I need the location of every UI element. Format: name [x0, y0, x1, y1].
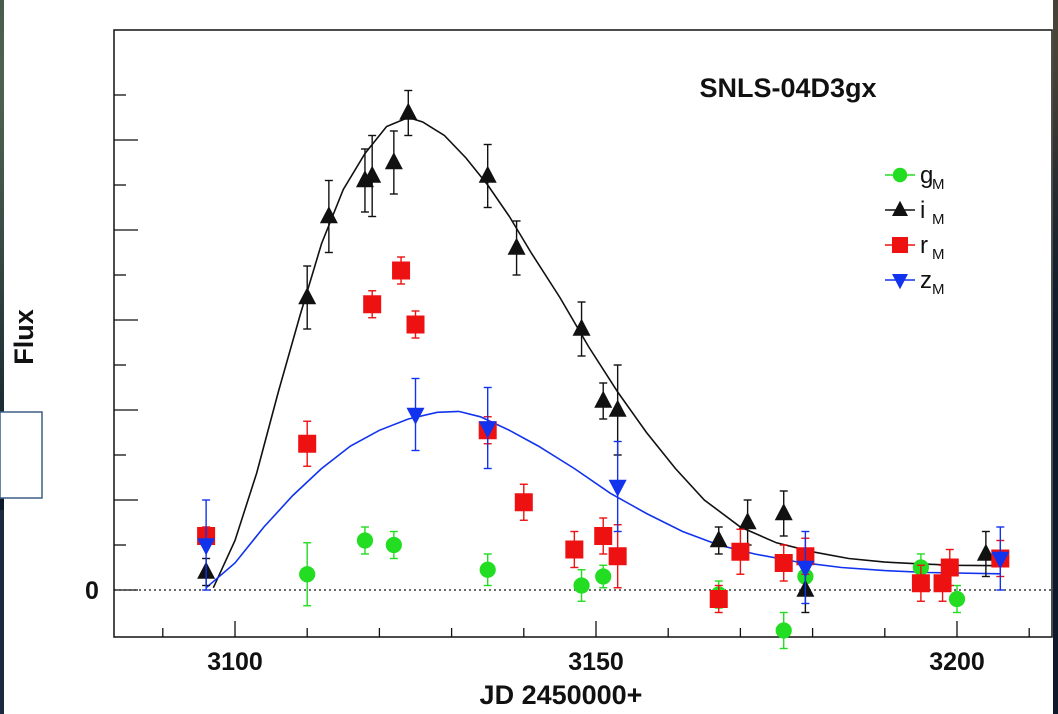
legend-label: z [920, 267, 932, 294]
data-point-i [355, 170, 374, 188]
x-axis-label: JD 2450000+ [480, 680, 643, 710]
data-point-g [479, 561, 496, 578]
data-point-z [991, 551, 1010, 569]
fit-curve [212, 116, 1001, 589]
data-point-r [363, 295, 382, 314]
data-point-i [319, 206, 338, 224]
data-point-r [731, 542, 750, 561]
data-point-r [911, 574, 930, 593]
data-point-r [933, 574, 952, 593]
legend-subscript: M [932, 211, 945, 228]
data-point-g [299, 566, 316, 583]
x-tick-label: 3100 [207, 648, 263, 676]
data-point-i [976, 543, 995, 561]
data-point-g [356, 532, 374, 549]
legend-label: r [920, 232, 928, 259]
data-point-z [796, 560, 815, 578]
data-point-z [608, 479, 627, 497]
data-point-i [608, 399, 627, 417]
data-point-g [595, 568, 612, 585]
data-point-i [399, 102, 418, 120]
legend-label: g [920, 162, 933, 189]
data-point-z [478, 421, 497, 439]
overlay-box-left [0, 510, 4, 714]
legend-marker-g [892, 167, 908, 183]
data-point-i [774, 503, 793, 521]
legend-subscript: M [932, 281, 945, 298]
y-tick-label: 0 [85, 577, 99, 605]
data-point-i [298, 287, 317, 305]
data-point-i [572, 318, 591, 336]
legend-marker-i [892, 200, 908, 216]
data-point-g [775, 622, 792, 639]
data-point-z [197, 538, 216, 556]
data-point-r [709, 590, 728, 608]
data-point-i [363, 165, 382, 183]
data-point-r [406, 315, 425, 334]
plot-frame [113, 29, 1053, 638]
data-point-g [948, 590, 966, 608]
legend-marker-r [892, 237, 908, 253]
overlay-box [0, 411, 43, 499]
data-point-i [594, 390, 613, 408]
data-point-r [514, 493, 533, 512]
y-axis-label: Flux [9, 309, 39, 365]
series-z [197, 377, 1010, 605]
data-point-r [940, 558, 959, 577]
data-point-r [594, 527, 613, 545]
data-point-i [738, 512, 757, 530]
data-point-i [478, 165, 497, 183]
x-tick-label: 3200 [929, 648, 985, 676]
data-point-r [392, 261, 411, 280]
legend-marker-z [892, 274, 908, 290]
legend: gMi Mr Mz M [885, 162, 945, 298]
data-point-r [298, 434, 317, 453]
x-tick-label: 3150 [568, 648, 624, 676]
data-point-r [774, 554, 793, 572]
data-point-r [565, 540, 584, 559]
legend-subscript: M [932, 176, 945, 193]
plot-canvas [4, 0, 1053, 714]
data-point-r [608, 547, 627, 566]
data-point-g [385, 536, 402, 554]
data-point-i [384, 152, 403, 170]
legend-subscript: M [932, 246, 945, 263]
chart-title: SNLS-04D3gx [699, 73, 876, 103]
data-point-z [406, 407, 425, 425]
data-series [197, 89, 1010, 650]
axes: 3100 3150 3200 0 [85, 94, 1052, 676]
data-point-i [507, 237, 526, 255]
data-point-i [709, 530, 728, 548]
legend-label: i [920, 197, 925, 224]
data-point-g [573, 577, 590, 594]
series-i [197, 89, 995, 614]
